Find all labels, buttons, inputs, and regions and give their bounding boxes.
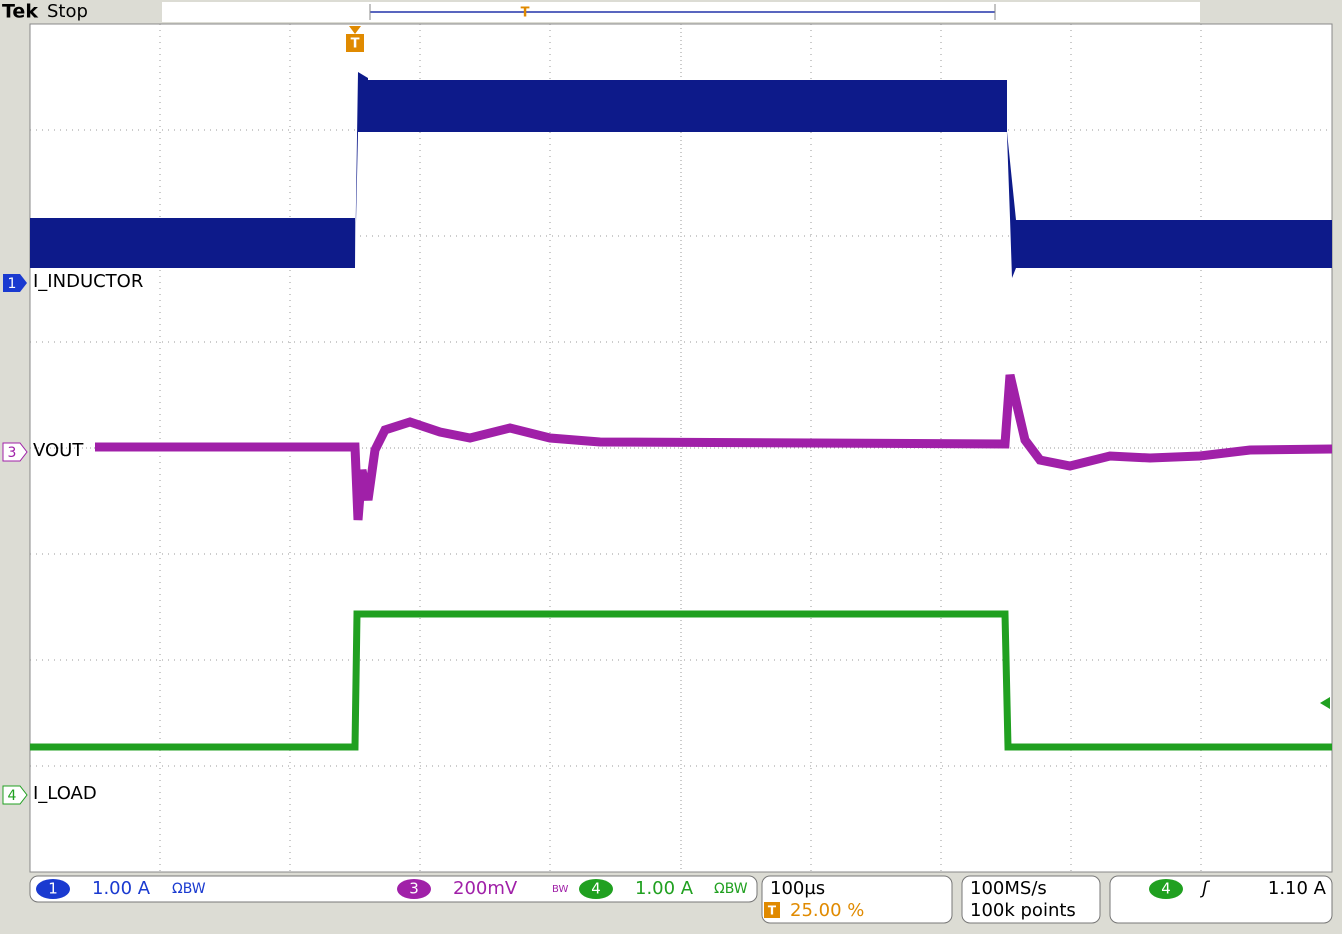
trigger-icon-box xyxy=(764,902,780,918)
trigger-level: 1.10 A xyxy=(1268,878,1327,899)
trigger-arrow xyxy=(349,26,361,34)
trigger-source: 4 xyxy=(1161,880,1171,898)
ch3-number: 3 xyxy=(8,445,17,461)
ch3-scale: 200mV xyxy=(453,878,518,899)
trigger-marker-box xyxy=(346,34,364,52)
acq-status: Stop xyxy=(47,1,88,22)
trigger-position: 25.00 % xyxy=(790,900,864,921)
trigger-slope: ʃ xyxy=(1199,878,1211,899)
ch3-marker: 3 xyxy=(2,442,28,462)
ch4-marker: 4 xyxy=(2,785,28,805)
sample-rate: 100MS/s xyxy=(970,878,1047,899)
ch4-badge xyxy=(579,879,613,899)
acquisition-box xyxy=(961,875,1101,924)
ch1-marker: 1 xyxy=(3,274,27,292)
ch4-waveform xyxy=(30,610,1332,751)
ch1-scale: 1.00 A xyxy=(92,878,151,899)
ch1-badge xyxy=(36,879,70,899)
trigger-marker: T xyxy=(351,37,360,52)
ch3-badge xyxy=(397,879,431,899)
timebase-box xyxy=(761,875,953,924)
trigger-icon: T xyxy=(768,904,777,918)
ch3-label: VOUT xyxy=(33,440,84,461)
ch4-scale: 1.00 A xyxy=(635,878,694,899)
ch1-flags: ΩBW xyxy=(172,881,206,897)
ch3-waveform xyxy=(95,373,1333,521)
ch1-label: I_INDUCTOR xyxy=(33,271,143,292)
ch1-number: 1 xyxy=(8,276,17,292)
record-length: 100k points xyxy=(970,900,1076,921)
ch4-number: 4 xyxy=(8,788,17,804)
ch4-readout-number: 4 xyxy=(591,880,601,898)
position-marker: T xyxy=(521,6,530,21)
ch4-label: I_LOAD xyxy=(33,783,97,804)
ch3-readout-number: 3 xyxy=(409,880,419,898)
trigger-source-badge xyxy=(1149,879,1183,899)
brand: Tek xyxy=(2,1,38,23)
timebase-scale: 100µs xyxy=(770,878,825,899)
channel-readout-box xyxy=(29,875,758,903)
ch1-waveform xyxy=(30,72,1332,278)
ch1-readout-number: 1 xyxy=(48,880,58,898)
trigger-level-marker xyxy=(1320,697,1330,709)
ch3-flags: BW xyxy=(552,884,569,895)
ch4-flags: ΩBW xyxy=(714,881,748,897)
